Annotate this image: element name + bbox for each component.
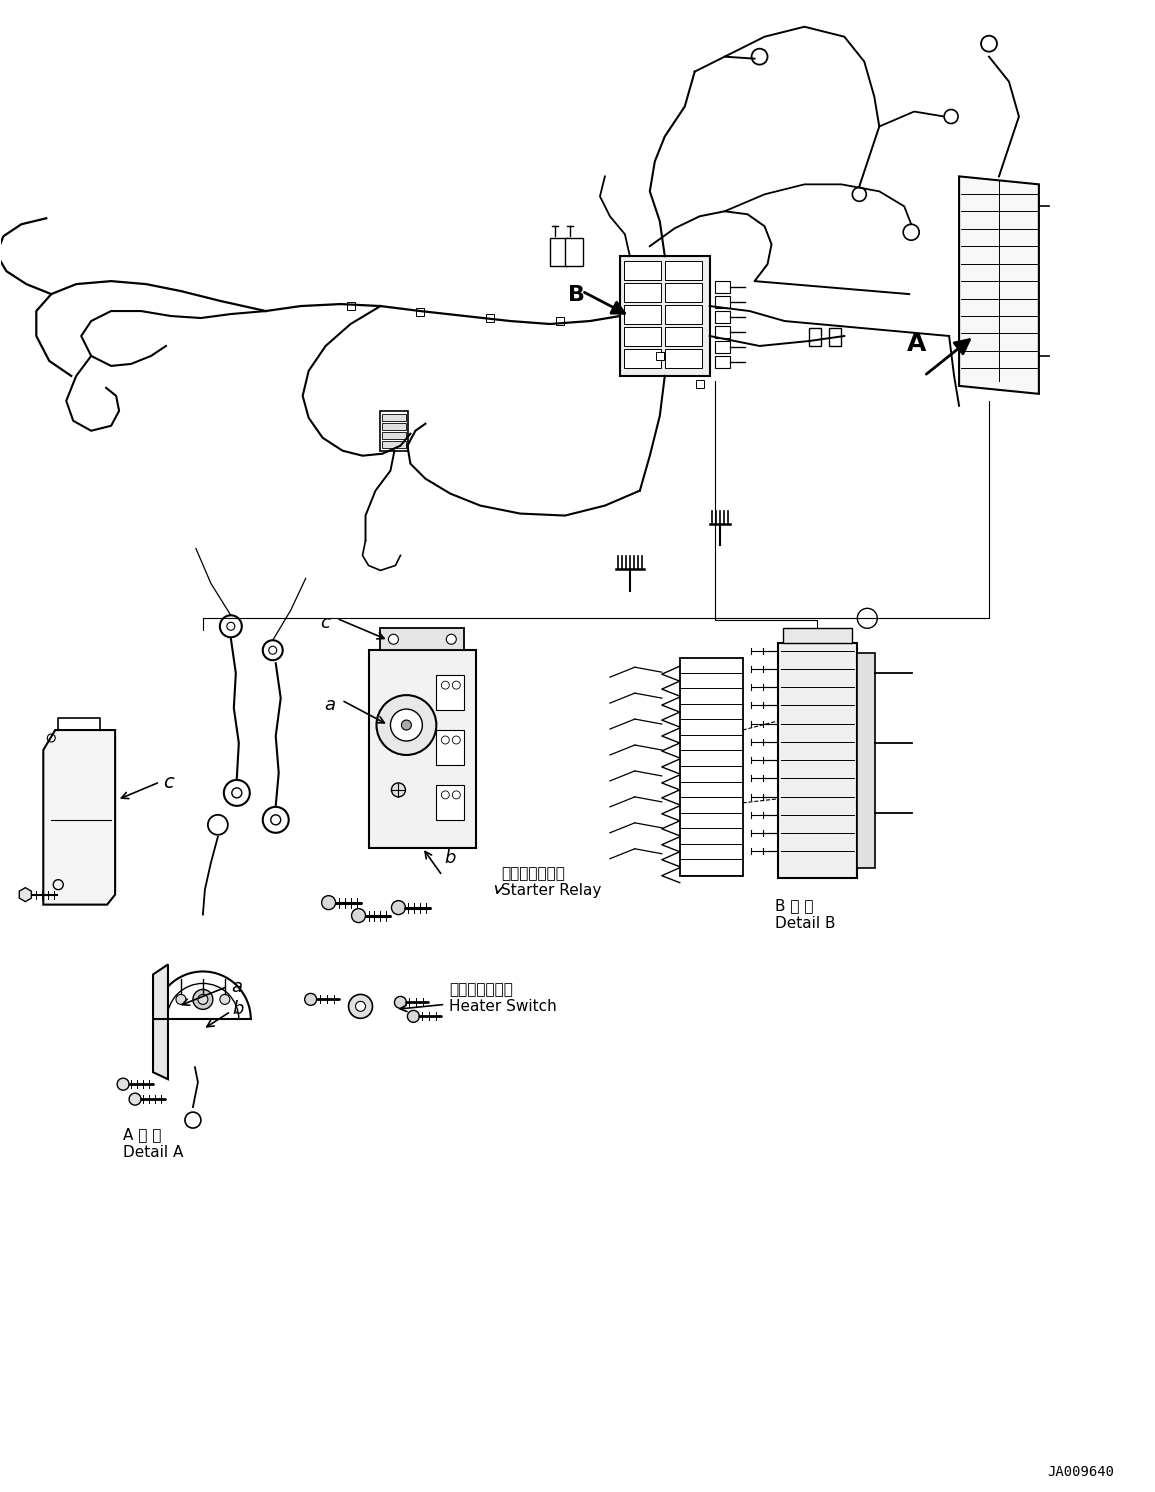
Bar <box>715 327 730 339</box>
Text: B 詳 細: B 詳 細 <box>775 898 813 913</box>
Circle shape <box>349 994 373 1019</box>
Circle shape <box>321 895 336 910</box>
Text: a: a <box>325 697 336 715</box>
Polygon shape <box>43 730 116 904</box>
Circle shape <box>351 909 365 922</box>
Circle shape <box>390 709 423 742</box>
Bar <box>382 413 407 421</box>
Polygon shape <box>152 964 167 1079</box>
Bar <box>857 653 875 868</box>
Circle shape <box>305 994 316 1006</box>
Circle shape <box>129 1094 141 1106</box>
Bar <box>382 422 407 430</box>
Text: Heater Switch: Heater Switch <box>449 1000 557 1015</box>
Bar <box>556 316 564 325</box>
Circle shape <box>408 1010 419 1022</box>
Bar <box>382 431 407 439</box>
Bar <box>437 676 464 710</box>
Bar <box>624 261 661 280</box>
Bar <box>715 280 730 292</box>
Bar <box>777 643 857 877</box>
Polygon shape <box>20 888 31 901</box>
Bar <box>665 261 702 280</box>
Text: JA009640: JA009640 <box>1046 1465 1113 1479</box>
Bar <box>665 304 702 324</box>
Bar <box>715 310 730 324</box>
Circle shape <box>857 609 878 628</box>
Circle shape <box>392 901 405 915</box>
Bar <box>382 440 407 448</box>
Circle shape <box>117 1079 129 1091</box>
Text: A: A <box>907 331 926 357</box>
Bar <box>565 239 583 266</box>
Bar <box>380 410 409 451</box>
Bar <box>624 349 661 369</box>
Bar <box>620 257 709 376</box>
Bar <box>417 307 424 316</box>
Bar <box>486 313 494 322</box>
Circle shape <box>388 634 398 645</box>
Circle shape <box>356 1001 365 1012</box>
Circle shape <box>176 994 186 1004</box>
Bar <box>715 342 730 354</box>
Bar <box>346 301 355 310</box>
Circle shape <box>377 695 437 755</box>
Circle shape <box>198 994 208 1004</box>
Bar <box>437 785 464 819</box>
Text: スタータリレー: スタータリレー <box>501 865 565 880</box>
Text: c: c <box>321 615 330 633</box>
Circle shape <box>392 783 405 797</box>
Circle shape <box>402 721 411 730</box>
Bar <box>695 380 703 388</box>
Circle shape <box>446 634 456 645</box>
Bar <box>665 283 702 301</box>
Bar <box>715 357 730 369</box>
Bar <box>829 328 841 346</box>
Circle shape <box>193 989 213 1010</box>
Text: b: b <box>445 849 456 867</box>
Bar <box>437 730 464 765</box>
Bar <box>680 658 743 876</box>
Polygon shape <box>380 628 464 651</box>
Text: Detail A: Detail A <box>124 1144 184 1159</box>
Text: B: B <box>568 285 586 304</box>
Text: Detail B: Detail B <box>775 916 835 931</box>
Bar <box>782 628 852 643</box>
Circle shape <box>219 994 230 1004</box>
Bar <box>550 239 568 266</box>
Text: b: b <box>233 1000 244 1019</box>
Bar <box>665 349 702 369</box>
Circle shape <box>453 791 461 798</box>
Polygon shape <box>959 176 1038 394</box>
Text: ヒータスイッチ: ヒータスイッチ <box>449 982 513 997</box>
Circle shape <box>441 736 449 745</box>
Bar <box>715 295 730 307</box>
Bar <box>624 304 661 324</box>
Bar <box>665 327 702 346</box>
Bar <box>368 651 476 847</box>
Circle shape <box>453 682 461 689</box>
Bar <box>624 327 661 346</box>
Circle shape <box>441 682 449 689</box>
Bar <box>810 328 821 346</box>
Text: A 詳 細: A 詳 細 <box>124 1126 162 1141</box>
Text: Starter Relay: Starter Relay <box>501 883 602 898</box>
Text: c: c <box>163 773 173 792</box>
Bar <box>656 352 664 360</box>
Circle shape <box>395 997 407 1009</box>
Bar <box>624 283 661 301</box>
Circle shape <box>453 736 461 745</box>
Text: a: a <box>231 979 241 997</box>
Circle shape <box>441 791 449 798</box>
